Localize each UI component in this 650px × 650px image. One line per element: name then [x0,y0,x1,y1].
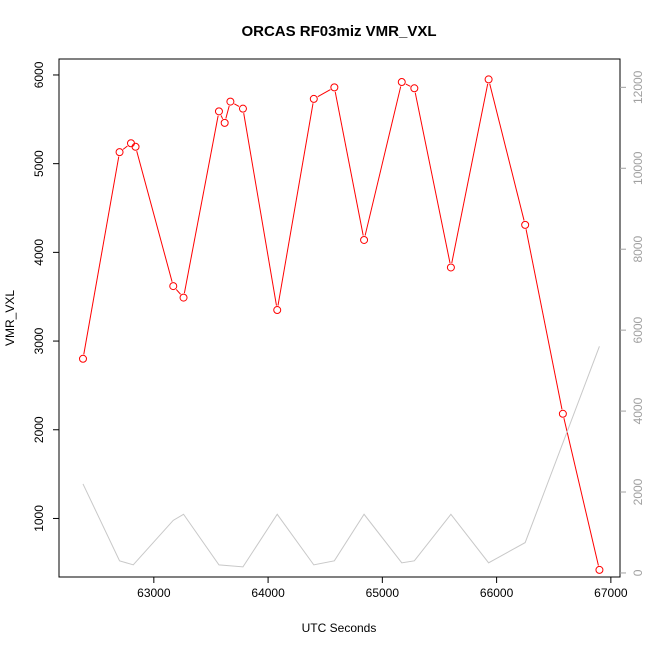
series-segment [175,289,181,295]
series-segment [225,105,230,119]
series-segment [364,86,402,236]
y-tick-label: 4000 [32,239,46,266]
series-segment [234,103,240,107]
data-point [330,83,339,92]
x-tick-label: 63000 [137,586,171,600]
series-segment [277,103,314,306]
series-segment [489,83,525,221]
data-point [521,220,530,229]
series-segment [220,115,224,120]
y2-tick-label: 8000 [631,236,645,263]
y2-tick-label: 12000 [631,70,645,104]
data-point [360,235,369,244]
series-segment [525,229,563,410]
y-axis-label: VMR_VXL [3,290,17,346]
x-tick-label: 64000 [251,586,285,600]
y-tick-label: 5000 [32,150,46,177]
series-segment [451,83,489,264]
series-segment [334,91,364,236]
chart-title: ORCAS RF03miz VMR_VXL [241,23,436,40]
data-point [131,142,140,151]
data-point [169,282,178,291]
data-point [220,118,229,127]
secondary-series-line [82,346,600,568]
data-point [309,94,318,103]
y-tick-label: 6000 [32,61,46,88]
series-segment [83,156,120,355]
plot-frame [58,58,621,578]
data-point [273,306,282,315]
series-segment [136,151,173,282]
data-point [484,75,493,84]
series-segment [405,83,411,87]
data-point [558,409,567,418]
series-segment [414,92,451,264]
data-point [78,354,87,363]
x-tick-label: 67000 [594,586,628,600]
series-segment [183,115,219,294]
series-segment [563,418,599,566]
x-tick-label: 65000 [366,586,400,600]
data-point [238,104,247,113]
y2-tick-label: 4000 [631,397,645,424]
y-tick-label: 2000 [32,416,46,443]
series-segment [243,113,277,306]
data-point [595,565,604,574]
x-tick-label: 66000 [480,586,514,600]
series-segment [122,145,128,150]
series-segment [317,89,331,98]
data-point [446,263,455,272]
y2-tick-label: 6000 [631,316,645,343]
data-point [115,148,124,157]
series-layer [78,75,604,574]
data-point [410,84,419,93]
y2-tick-label: 2000 [631,478,645,505]
y-tick-label: 1000 [32,505,46,532]
x-axis-label: UTC Seconds [302,621,377,635]
data-point [397,78,406,87]
y2-tick-label: 10000 [631,151,645,185]
y-tick-label: 3000 [32,327,46,354]
y2-tick-label: 0 [631,569,645,576]
data-point [214,107,223,116]
axis-ticks: 63000 64000 65000 66000 67000 1000 2000 3000 400… [32,61,645,600]
data-point [126,139,135,148]
data-point [226,97,235,106]
data-point [179,293,188,302]
